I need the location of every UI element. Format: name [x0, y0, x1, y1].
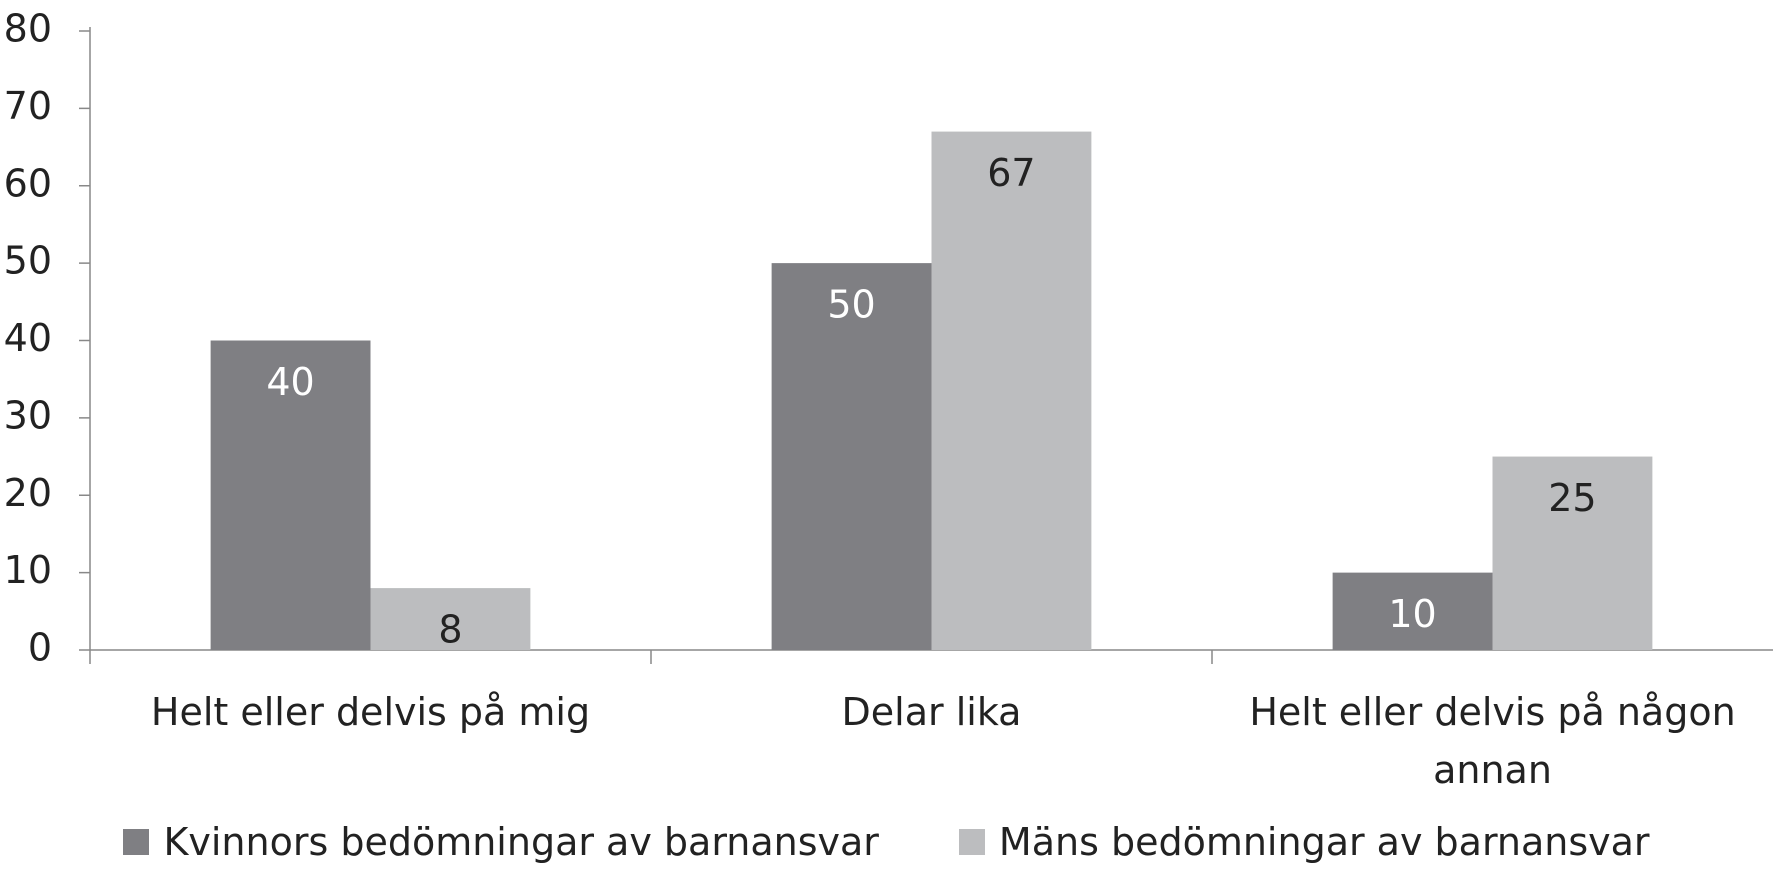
- legend-label: Mäns bedömningar av barnansvar: [998, 820, 1650, 864]
- x-tick-label: Delar lika: [841, 690, 1022, 734]
- y-tick-label: 70: [4, 84, 52, 128]
- y-tick-label: 20: [4, 471, 52, 515]
- x-tick-label: Helt eller delvis på mig: [150, 690, 591, 734]
- legend-item: Mäns bedömningar av barnansvar: [958, 820, 1650, 864]
- data-label: 40: [266, 360, 314, 404]
- legend-item: Kvinnors bedömningar av barnansvar: [123, 820, 879, 864]
- bar: [771, 263, 932, 650]
- bar: [931, 131, 1092, 650]
- data-label: 67: [987, 151, 1035, 195]
- data-label: 50: [827, 283, 875, 327]
- y-tick-label: 40: [4, 316, 52, 360]
- data-label: 10: [1388, 592, 1436, 636]
- bar: [210, 340, 371, 650]
- y-tick-label: 60: [4, 161, 52, 205]
- y-tick-label: 10: [4, 548, 52, 592]
- data-label: 25: [1548, 476, 1596, 520]
- legend-swatch: [958, 829, 985, 855]
- data-label: 8: [438, 608, 462, 652]
- x-tick-label: Helt eller delvis på någon annan: [1249, 690, 1736, 792]
- legend-label: Kvinnors bedömningar av barnansvar: [163, 820, 879, 864]
- bar: [1492, 456, 1653, 650]
- y-tick-label: 30: [4, 393, 52, 437]
- bar: [370, 588, 531, 650]
- bar: [1332, 572, 1493, 650]
- y-tick-label: 80: [4, 7, 52, 51]
- y-tick-label: 50: [4, 239, 52, 283]
- y-tick-label: 0: [28, 626, 52, 670]
- legend-swatch: [123, 829, 150, 855]
- legend: Kvinnors bedömningar av barnansvar Mäns b…: [0, 820, 1773, 864]
